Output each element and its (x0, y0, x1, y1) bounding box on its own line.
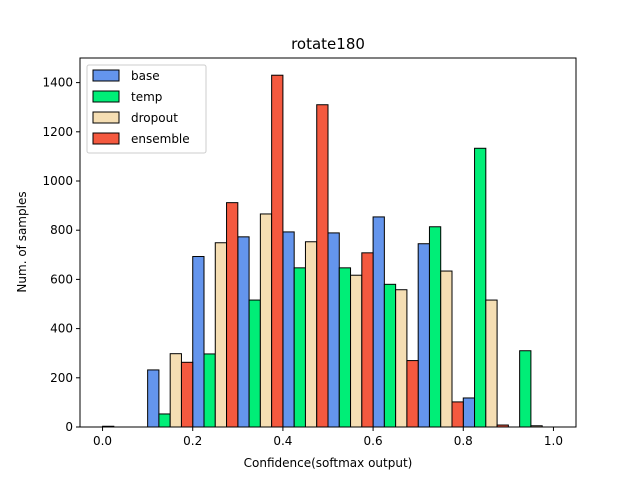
y-tick-label: 600 (50, 272, 73, 286)
x-axis-ticks: 0.0 0.2 0.4 0.6 0.8 1.0 (93, 427, 563, 448)
bar-base-bin-2 (192, 256, 205, 428)
bar-temp-bin-3 (248, 299, 261, 428)
bar-temp-bin-9 (519, 350, 532, 428)
bar-ensemble-bin-4 (316, 104, 329, 428)
x-tick-label: 0.0 (93, 434, 112, 448)
x-tick-label: 0.8 (454, 434, 473, 448)
bar-temp-bin-8 (474, 147, 487, 428)
bar-ensemble-bin-1 (180, 361, 194, 428)
bar-temp-bin-6 (383, 283, 397, 428)
y-tick-label: 1200 (42, 125, 73, 139)
plot-frame (79, 57, 577, 428)
y-tick-label: 800 (50, 223, 73, 237)
y-tick-label: 200 (50, 371, 73, 385)
bar-dropout-bin-3 (259, 213, 273, 428)
legend: base temp dropout ensemble (86, 64, 207, 154)
bar-base-bin-7 (417, 243, 430, 428)
y-tick-label: 1400 (42, 76, 73, 90)
bar-dropout-bin-1 (169, 353, 182, 428)
y-tick-label: 400 (50, 322, 73, 336)
bar-dropout-bin-8 (485, 299, 498, 428)
legend-frame (86, 64, 207, 154)
bar-dropout-bin-6 (395, 289, 408, 428)
bar-base-bin-4 (282, 231, 295, 428)
bar-ensemble-bin-2 (226, 202, 239, 428)
x-tick-label: 0.4 (273, 434, 292, 448)
legend-label-temp: temp (131, 90, 162, 104)
bar-dropout-bin-7 (440, 270, 453, 428)
x-axis-label: Confidence(softmax output) (244, 456, 413, 470)
legend-swatch-ensemble (92, 132, 120, 145)
x-tick-label: 0.6 (364, 434, 383, 448)
bar-dropout-bin-5 (350, 274, 363, 428)
bar-temp-bin-1 (158, 413, 171, 428)
bar-temp-bin-2 (203, 353, 216, 428)
bar-base-bin-3 (237, 236, 250, 428)
y-tick-label: 0 (65, 420, 73, 434)
chart-title: rotate180 (291, 35, 365, 53)
legend-swatch-base (92, 69, 120, 82)
bar-ensemble-bin-3 (271, 74, 284, 428)
legend-swatch-temp (92, 90, 120, 103)
bar-base-bin-6 (372, 216, 385, 428)
bar-base-bin-5 (327, 232, 340, 428)
y-tick-label: 1000 (42, 174, 73, 188)
bar-base-bin-8 (462, 397, 476, 428)
y-axis-label: Num. of samples (15, 191, 29, 292)
x-tick-label: 1.0 (544, 434, 563, 448)
bar-dropout-bin-4 (304, 241, 318, 428)
x-tick-label: 0.2 (183, 434, 202, 448)
bar-ensemble-bin-6 (406, 360, 419, 428)
legend-label-dropout: dropout (131, 111, 178, 125)
bar-temp-bin-5 (338, 267, 352, 428)
legend-label-base: base (131, 69, 160, 83)
legend-label-ensemble: ensemble (131, 132, 190, 146)
bar-base-bin-1 (147, 369, 160, 428)
bar-ensemble-bin-5 (361, 252, 374, 428)
y-axis-ticks: 0 200 400 600 800 1000 1200 1400 (42, 76, 80, 434)
bar-dropout-bin-2 (214, 242, 228, 428)
legend-swatch-dropout (92, 111, 120, 124)
bar-ensemble-bin-7 (451, 401, 464, 428)
bar-temp-bin-4 (293, 267, 306, 428)
bar-temp-bin-7 (428, 226, 442, 428)
